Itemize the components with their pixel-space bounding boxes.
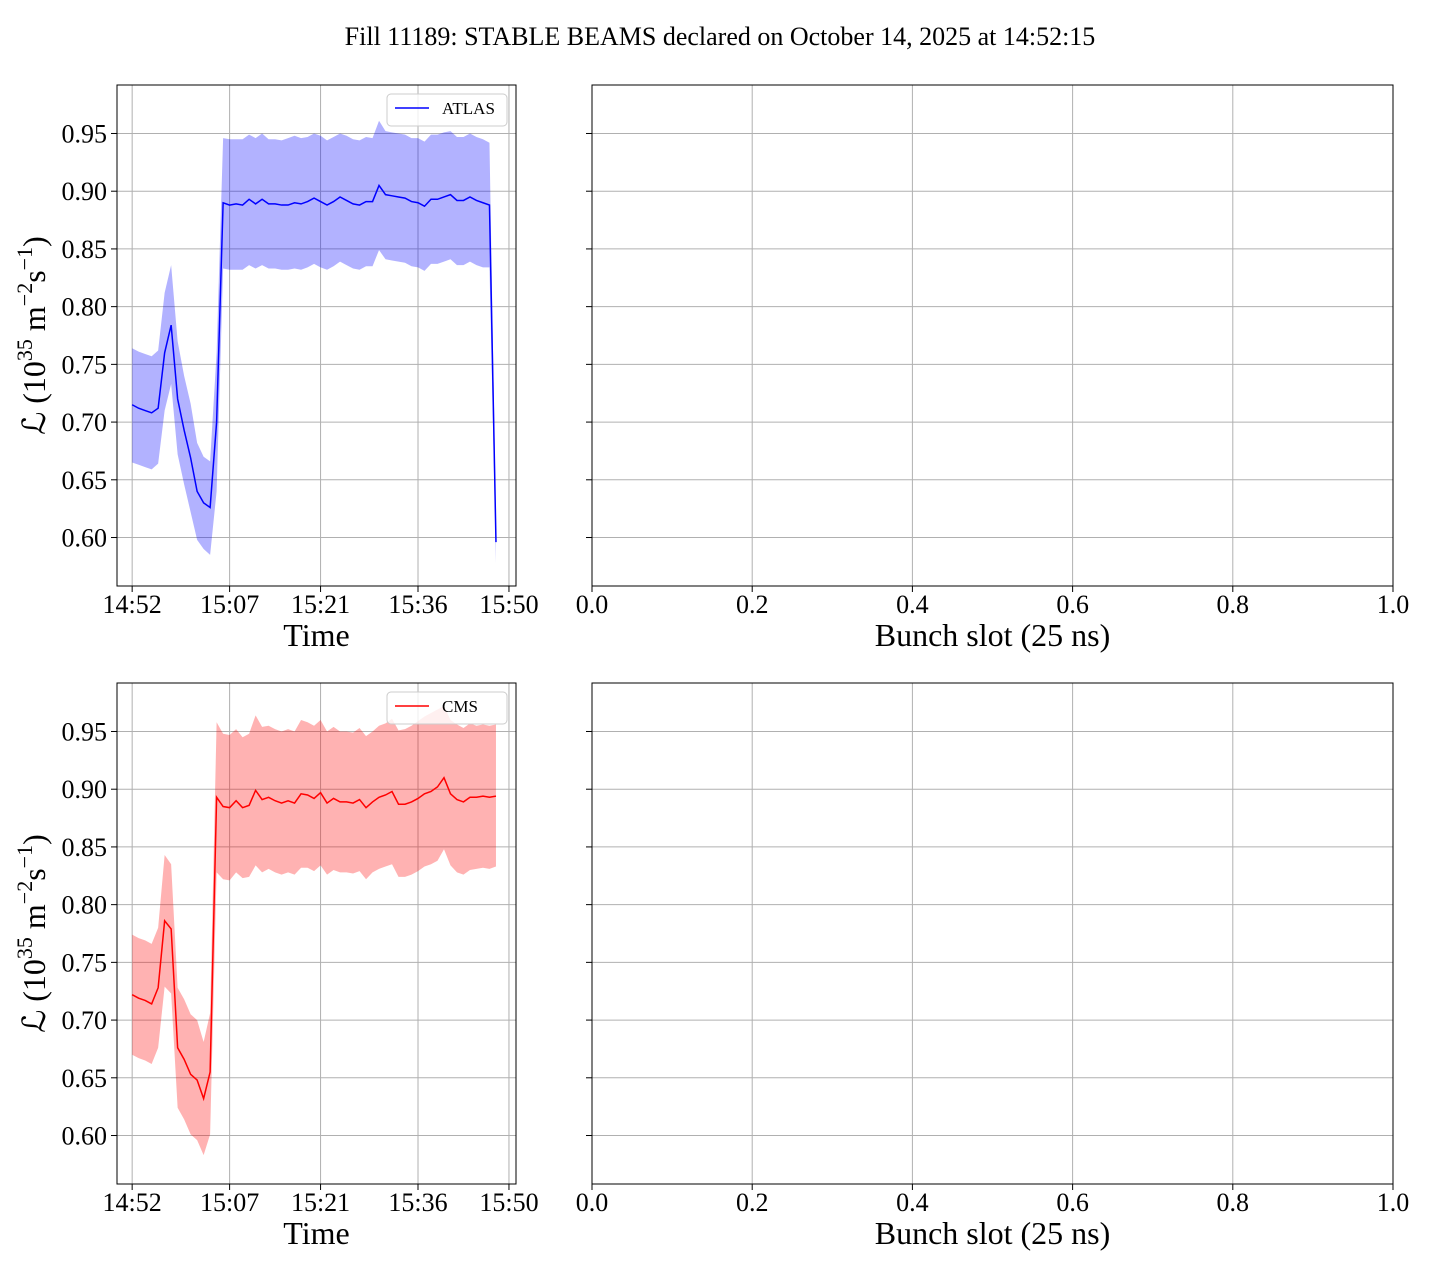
y-tick-label: 0.60 [62,1122,108,1151]
x-tick-label: 15:07 [200,1188,259,1217]
x-tick-label: 15:50 [479,590,538,619]
y-axis-label: ℒ (1035 m−2s−1) [12,236,52,435]
figure-title: Fill 11189: STABLE BEAMS declared on Oct… [345,22,1096,51]
x-tick-label: 0.4 [896,590,929,619]
y-axis-label-part: −1 [12,247,37,270]
y-axis-label: ℒ (1035 m−2s−1) [12,834,52,1033]
y-axis-label-part: −1 [12,845,37,868]
x-tick-label: 0.0 [576,590,609,619]
plot-area [131,120,497,563]
y-axis-label-part: s [16,270,52,282]
x-tick-label: 1.0 [1377,1188,1410,1217]
y-tick-label: 0.85 [62,833,108,862]
y-axis-label-part: m [16,904,52,937]
y-axis-label-part: s [16,868,52,880]
uncertainty-band [132,706,496,1156]
y-axis-label-part: ℒ (10 [16,959,52,1033]
y-axis-label-part: 35 [12,339,37,361]
x-tick-label: 0.8 [1217,1188,1250,1217]
series-line [131,776,497,1102]
x-axis-label: Time [283,617,349,653]
y-axis-label-part: ) [16,236,52,247]
x-tick-label: 15:07 [200,590,259,619]
x-tick-label: 15:36 [388,590,447,619]
y-tick-label: 0.90 [62,177,108,206]
legend-label: CMS [442,697,478,716]
legend-box [386,93,508,127]
y-tick-label: 0.70 [62,1006,108,1035]
legend-box [386,691,508,725]
y-tick-label: 0.80 [62,293,108,322]
y-axis-label-part: m [16,306,52,339]
x-tick-label: 15:36 [388,1188,447,1217]
x-tick-label: 0.6 [1056,1188,1089,1217]
x-axis-label: Time [283,1215,349,1251]
y-tick-label: 0.60 [62,524,108,553]
y-tick-label: 0.70 [62,408,108,437]
x-tick-label: 0.0 [576,1188,609,1217]
x-tick-label: 1.0 [1377,590,1410,619]
x-tick-label: 14:52 [103,590,162,619]
y-tick-label: 0.85 [62,235,108,264]
axes-frame [591,84,1394,587]
x-tick-label: 0.2 [736,590,769,619]
x-tick-label: 0.6 [1056,590,1089,619]
x-axis-label: Bunch slot (25 ns) [875,617,1111,653]
x-tick-label: 15:50 [479,1188,538,1217]
series-line [131,183,497,543]
y-tick-label: 0.75 [62,350,108,379]
y-axis-label-part: ℒ (10 [16,361,52,435]
y-tick-label: 0.65 [62,1064,108,1093]
y-axis-label-part: ) [16,834,52,845]
x-tick-label: 15:21 [291,1188,350,1217]
y-axis-label-part: −2 [12,283,37,306]
axes-frame [116,682,517,1185]
x-tick-label: 0.2 [736,1188,769,1217]
y-axis-label-part: 35 [12,937,37,959]
y-tick-label: 0.75 [62,948,108,977]
y-tick-label: 0.80 [62,891,108,920]
axes-frame [116,84,517,587]
x-tick-label: 15:21 [291,590,350,619]
x-tick-label: 0.4 [896,1188,929,1217]
y-tick-label: 0.95 [62,119,108,148]
x-tick-label: 0.8 [1217,590,1250,619]
y-tick-label: 0.95 [62,717,108,746]
y-axis-label-part: −2 [12,881,37,904]
y-tick-label: 0.65 [62,466,108,495]
x-tick-label: 14:52 [103,1188,162,1217]
x-axis-label: Bunch slot (25 ns) [875,1215,1111,1251]
y-tick-label: 0.90 [62,775,108,804]
legend-label: ATLAS [442,99,495,118]
plot-area [131,706,497,1156]
axes-frame [591,682,1394,1185]
uncertainty-band [132,120,496,563]
